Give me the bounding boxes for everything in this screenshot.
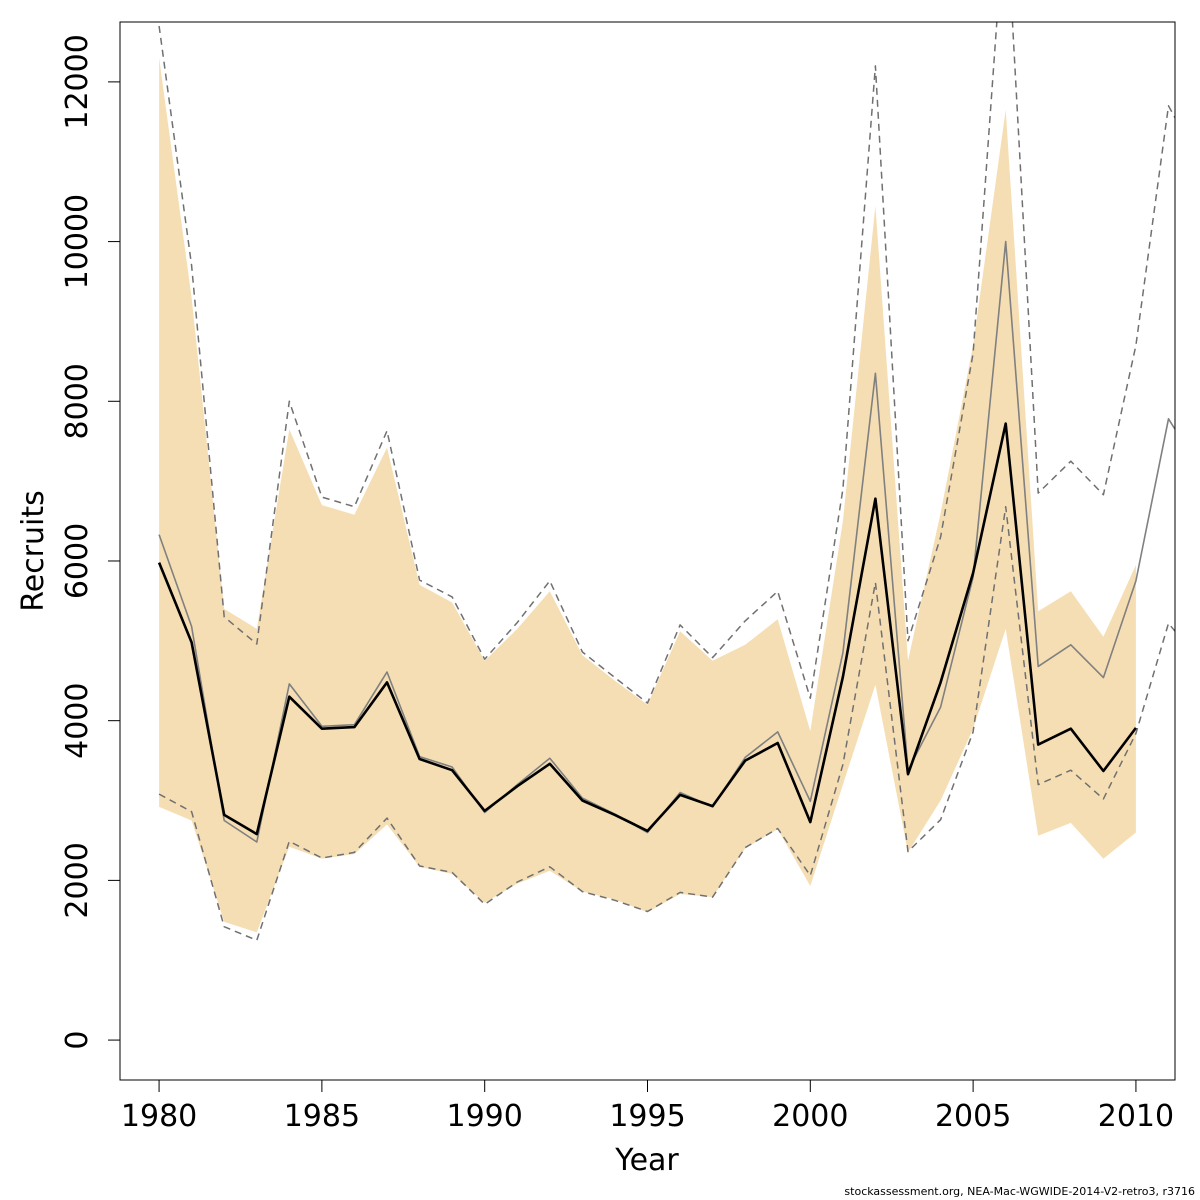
x-axis: 1980 1985 1990 1995 2000 2005 2010 [121,1079,1174,1134]
x-tick-label: 1990 [447,1099,523,1134]
series-line-dashed-grey-lower [158,505,1175,942]
series-line-solid-grey [158,240,1175,843]
x-tick-label: 2000 [772,1099,848,1134]
y-tick-label: 12000 [60,34,95,129]
y-tick-label: 0 [60,1031,95,1050]
y-tick-label: 2000 [60,842,95,918]
y-tick-label: 8000 [60,363,95,439]
x-tick-label: 2010 [1098,1099,1174,1134]
y-axis-title: Recruits [16,490,51,612]
x-tick-label: 1995 [609,1099,685,1134]
y-tick-label: 4000 [60,683,95,759]
x-tick-label: 1980 [121,1099,197,1134]
x-tick-label: 2005 [935,1099,1011,1134]
y-axis: 0 2000 4000 6000 8000 10000 12000 [60,34,121,1050]
series-line-solid-black [157,422,1137,836]
y-tick-label: 10000 [60,194,95,289]
series-layer [157,22,1175,942]
credit-text: stockassessment.org, NEA-Mac-WGWIDE-2014… [844,1185,1195,1198]
x-tick-label: 1985 [284,1099,360,1134]
x-axis-title: Year [614,1143,679,1178]
y-tick-label: 6000 [60,523,95,599]
series-line-dashed-grey-upper [158,22,1175,704]
